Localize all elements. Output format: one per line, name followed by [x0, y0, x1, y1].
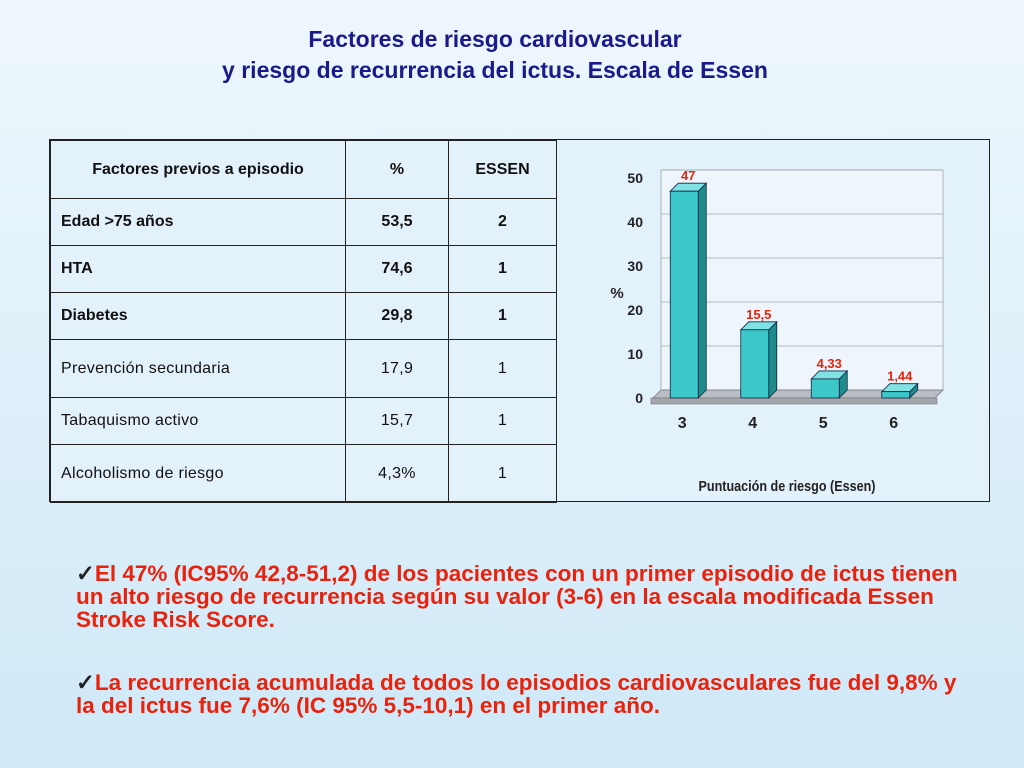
row-pct: 15,7: [345, 397, 449, 445]
chart-back-wall: [660, 169, 944, 391]
table-row: Tabaquismo activo 15,7 1: [50, 397, 557, 445]
header-pct: %: [345, 140, 449, 199]
row-factor: HTA: [50, 245, 346, 293]
y-tick-label: 30: [627, 258, 643, 274]
row-essen: 1: [448, 444, 557, 503]
y-tick-label: 40: [627, 214, 643, 230]
bar: [810, 378, 840, 399]
bar-side: [697, 182, 707, 399]
row-pct: 4,3%: [345, 444, 449, 503]
data-label: 1,44: [887, 369, 913, 384]
bar: [740, 329, 770, 399]
row-pct: 74,6: [345, 245, 449, 293]
y-tick-label: 50: [627, 170, 643, 186]
table-row: HTA 74,6 1: [50, 245, 557, 293]
x-tick-label: 3: [678, 415, 687, 432]
row-essen: 2: [448, 198, 557, 246]
table-header-row: Factores previos a episodio % ESSEN: [50, 140, 557, 199]
row-factor: Edad >75 años: [50, 198, 346, 246]
row-factor: Alcoholismo de riesgo: [50, 444, 346, 503]
risk-factors-table: Factores previos a episodio % ESSEN Edad…: [50, 140, 557, 503]
row-essen: 1: [448, 245, 557, 293]
checkmark-icon: ✓: [76, 670, 95, 695]
table-row: Edad >75 años 53,5 2: [50, 198, 557, 246]
essen-score-bar-chart: 0 10 20 30 40 50% 47 3 15,5 4 4,33 5 1,44 6 Puntuación…: [610, 168, 944, 494]
y-tick-label: 20: [627, 302, 643, 318]
chart-floor-edge: [650, 397, 938, 405]
row-factor: Diabetes: [50, 292, 346, 340]
y-tick-label: 10: [627, 346, 643, 362]
data-label: 47: [681, 168, 695, 183]
checkmark-icon: ✓: [76, 561, 95, 586]
y-axis-label: %: [610, 285, 623, 302]
finding-item: ✓La recurrencia acumulada de todos lo ep…: [76, 671, 976, 717]
x-axis-label: Puntuación de riesgo (Essen): [699, 477, 876, 494]
table-row: Alcoholismo de riesgo 4,3% 1: [50, 444, 557, 503]
row-pct: 29,8: [345, 292, 449, 340]
finding-text: El 47% (IC95% 42,8-51,2) de los paciente…: [76, 561, 958, 632]
findings-list: ✓El 47% (IC95% 42,8-51,2) de los pacient…: [76, 562, 976, 757]
x-tick-label: 5: [819, 415, 828, 432]
row-pct: 53,5: [345, 198, 449, 246]
finding-text: La recurrencia acumulada de todos lo epi…: [76, 670, 957, 718]
header-factor: Factores previos a episodio: [50, 140, 346, 199]
x-tick-label: 4: [748, 415, 757, 432]
title-line-1: Factores de riesgo cardiovascular: [308, 26, 682, 52]
row-essen: 1: [448, 397, 557, 445]
finding-item: ✓El 47% (IC95% 42,8-51,2) de los pacient…: [76, 562, 976, 631]
row-factor: Prevención secundaria: [50, 339, 346, 398]
row-factor: Tabaquismo activo: [50, 397, 346, 445]
bar-side: [768, 320, 778, 399]
x-tick-label: 6: [889, 415, 898, 432]
bar: [881, 391, 911, 399]
data-label: 15,5: [746, 307, 771, 322]
y-tick-label: 0: [635, 390, 643, 406]
data-label: 4,33: [817, 356, 842, 371]
table-row: Diabetes 29,8 1: [50, 292, 557, 340]
slide-title: Factores de riesgo cardiovascular y ries…: [0, 24, 990, 86]
row-essen: 1: [448, 339, 557, 398]
bar: [669, 190, 699, 399]
row-pct: 17,9: [345, 339, 449, 398]
title-line-2: y riesgo de recurrencia del ictus. Escal…: [222, 57, 768, 83]
header-essen: ESSEN: [448, 140, 557, 199]
row-essen: 1: [448, 292, 557, 340]
table-row: Prevención secundaria 17,9 1: [50, 339, 557, 398]
